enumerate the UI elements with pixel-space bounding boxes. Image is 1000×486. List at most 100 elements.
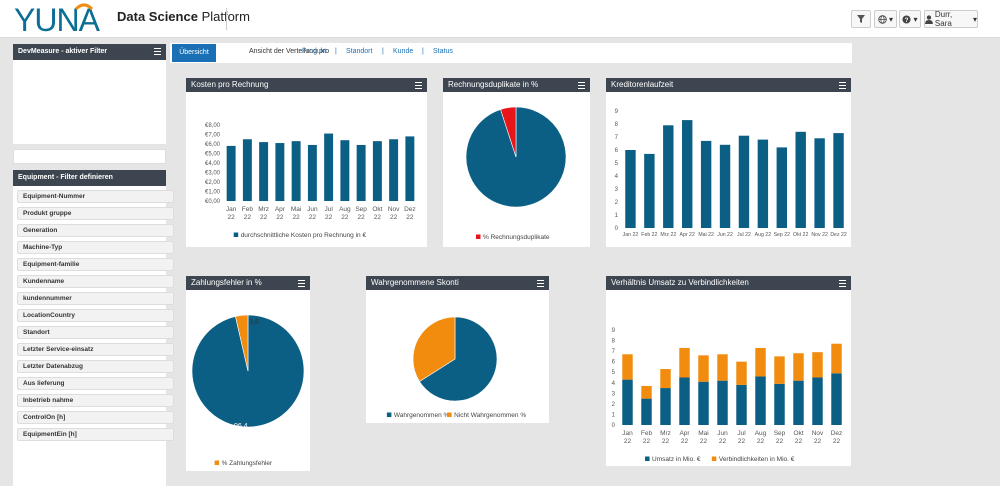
- nav-separator: |: [335, 48, 337, 55]
- bar: [698, 355, 709, 382]
- user-menu-button[interactable]: Durr, Sara ▾: [924, 10, 978, 28]
- legend-entry: Nicht Wahrgenommen %: [454, 412, 526, 419]
- filter-item[interactable]: Produkt gruppe: [17, 207, 174, 220]
- x-tick-label: Aug 22: [755, 232, 772, 238]
- legend-swatch: [447, 412, 452, 417]
- card-title: Wahrgenommene Skonti: [366, 276, 549, 290]
- bar: [242, 139, 252, 201]
- x-tick-label: Mrz: [258, 206, 269, 213]
- bar: [831, 373, 842, 425]
- nav-link-produkt[interactable]: Produkt: [302, 48, 327, 55]
- bar: [812, 377, 823, 425]
- bar: [736, 384, 747, 425]
- filter-item[interactable]: LocationCountry: [17, 309, 174, 322]
- bar: [679, 377, 690, 425]
- filter-item[interactable]: kundennummer: [17, 292, 174, 305]
- menu-icon[interactable]: [839, 82, 846, 89]
- chart-zahlungsfehler: 96,4 3,6 % Zahlungsfehler: [191, 314, 305, 467]
- bar: [795, 131, 806, 228]
- pie-slice: [500, 106, 517, 158]
- x-tick-label: Jan 22: [623, 232, 639, 238]
- legend-swatch: [476, 234, 481, 239]
- filter-button[interactable]: [851, 10, 871, 28]
- bar: [389, 139, 399, 201]
- bar: [405, 136, 415, 201]
- y-tick-label: €8,00: [205, 123, 221, 129]
- x-tick-label: Aug: [755, 430, 767, 437]
- x-tick-label: Sep 22: [774, 232, 791, 238]
- x-tick-label: Apr: [679, 430, 690, 437]
- define-filter-header: Equipment - Filter definieren: [13, 170, 166, 186]
- x-tick-label: 22: [260, 214, 268, 221]
- bar: [736, 361, 747, 385]
- bar: [622, 379, 633, 425]
- legend-entry: Wahrgenommen %: [394, 412, 450, 419]
- filter-item[interactable]: Letzter Datenabzug: [17, 360, 174, 373]
- card-umsatz: Verhältnis Umsatz zu Verbindlichkeiten 0…: [606, 276, 851, 466]
- y-tick-label: 3: [615, 187, 619, 193]
- caret-down-icon: ▾: [913, 14, 918, 24]
- bar: [682, 120, 693, 228]
- nav-link-kunde[interactable]: Kunde: [393, 48, 414, 55]
- bar: [226, 145, 236, 201]
- x-tick-label: Jan: [226, 206, 237, 213]
- filter-search-input[interactable]: [13, 149, 166, 164]
- filter-item[interactable]: Inbetrieb nahme: [17, 394, 174, 407]
- yuna-logo[interactable]: YUNA: [14, 2, 106, 36]
- card-title: Zahlungsfehler in %: [186, 276, 310, 290]
- tab-uebersicht[interactable]: Übersicht: [172, 44, 216, 62]
- x-tick-label: 22: [228, 214, 236, 221]
- x-tick-label: Mai: [698, 430, 708, 437]
- y-tick-label: 3: [612, 391, 616, 397]
- menu-icon[interactable]: [537, 280, 544, 287]
- y-tick-label: 6: [615, 148, 619, 154]
- x-tick-label: Jul 22: [737, 232, 751, 238]
- filter-item[interactable]: Standort: [17, 326, 174, 339]
- x-tick-label: Okt: [372, 206, 382, 213]
- help-button[interactable]: ? ▾: [899, 10, 921, 28]
- menu-icon[interactable]: [839, 280, 846, 287]
- filter-item[interactable]: Kundenname: [17, 275, 174, 288]
- bar: [356, 144, 366, 201]
- filter-item[interactable]: Letzter Service-einsatz: [17, 343, 174, 356]
- filter-item[interactable]: Equipment-Nummer: [17, 190, 174, 203]
- caret-down-icon: ▾: [972, 14, 977, 24]
- bar: [622, 354, 633, 380]
- filter-item[interactable]: Generation: [17, 224, 174, 237]
- chart-kosten: €0,00 €1,00 €2,00 €3,00 €4,00 €5,00 €6,00 €7,00…: [205, 123, 416, 239]
- filter-item[interactable]: Equipment-familie: [17, 258, 174, 271]
- x-tick-label: 22: [833, 438, 841, 445]
- card-zahlungsfehler: Zahlungsfehler in % 96,4 3,6 % Zahlungsfeh…: [186, 276, 310, 471]
- nav-link-status[interactable]: Status: [433, 48, 453, 55]
- bar: [833, 133, 844, 228]
- bar: [793, 380, 804, 425]
- filter-item[interactable]: Aus lieferung: [17, 377, 174, 390]
- menu-icon[interactable]: [298, 280, 305, 287]
- card-duplikate: Rechnungsduplikate in % % Rechnungsdupli…: [443, 78, 590, 247]
- menu-icon[interactable]: [154, 48, 161, 55]
- language-button[interactable]: ▾: [874, 10, 897, 28]
- x-tick-label: Mrz 22: [660, 232, 676, 238]
- x-tick-label: Nov 22: [811, 232, 828, 238]
- x-tick-label: 22: [244, 214, 252, 221]
- filter-item[interactable]: Machine-Typ: [17, 241, 174, 254]
- filter-item[interactable]: EquipmentEin [h]: [17, 428, 174, 441]
- bar: [719, 144, 731, 228]
- logo-arc: [74, 3, 94, 11]
- bar: [774, 383, 785, 425]
- pie-label: 96,4: [234, 423, 248, 430]
- legend-swatch: [386, 412, 392, 417]
- x-tick-label: Jul: [324, 206, 333, 213]
- pie-slice: [191, 314, 305, 428]
- x-tick-label: 22: [406, 214, 414, 221]
- menu-icon[interactable]: [578, 82, 585, 89]
- y-tick-label: €7,00: [205, 133, 221, 139]
- nav-link-standort[interactable]: Standort: [346, 48, 373, 55]
- menu-icon[interactable]: [415, 82, 422, 89]
- pie-label: 3,6: [249, 319, 259, 326]
- bar: [275, 143, 285, 201]
- filter-item[interactable]: ControlOn [h]: [17, 411, 174, 424]
- bar: [340, 140, 350, 201]
- x-tick-label: 22: [700, 438, 708, 445]
- x-tick-label: 22: [358, 214, 366, 221]
